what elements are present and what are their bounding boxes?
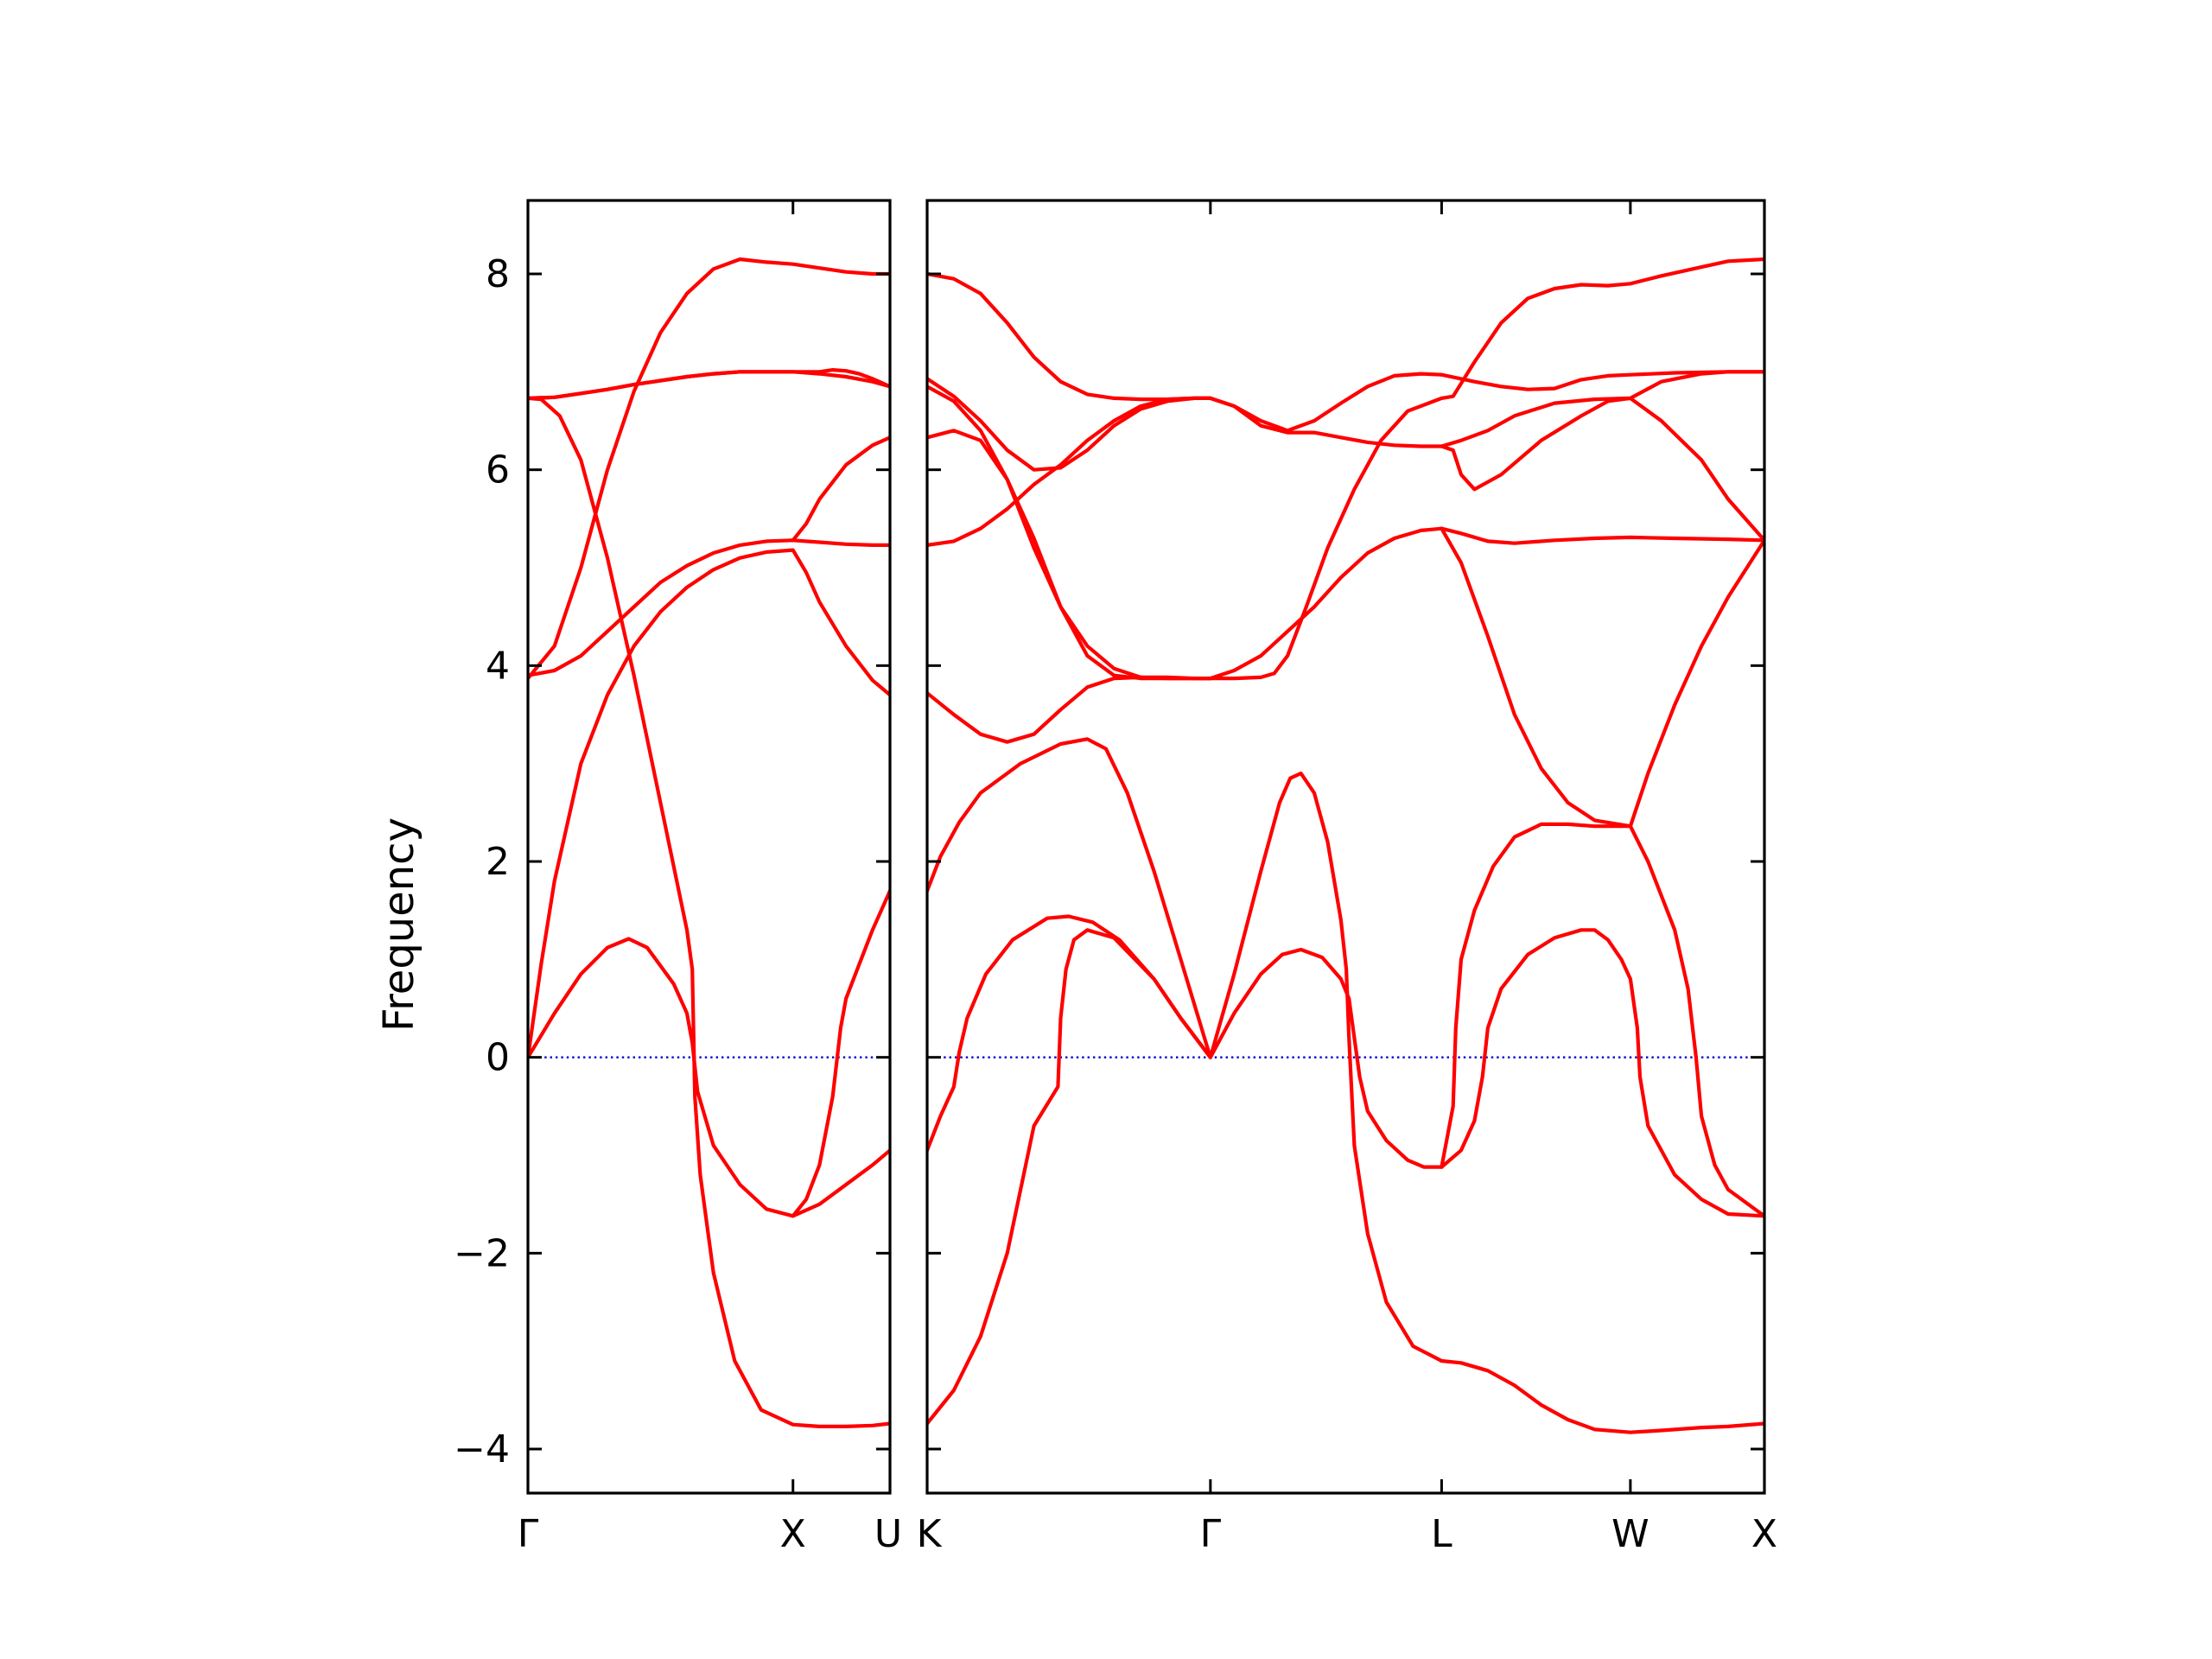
band-line bbox=[1440, 396, 1764, 543]
panel-frame bbox=[526, 199, 892, 1495]
x-tick-label: Γ bbox=[518, 1512, 539, 1556]
band-line bbox=[528, 538, 890, 677]
x-tick-label: U bbox=[874, 1512, 902, 1556]
band-line bbox=[1208, 771, 1444, 1363]
y-tick-label: 6 bbox=[486, 448, 510, 493]
y-tick-label: 2 bbox=[486, 840, 510, 884]
band-line bbox=[1440, 526, 1764, 545]
band-line bbox=[927, 928, 1212, 1426]
x-tick-label: X bbox=[780, 1512, 806, 1556]
band-line bbox=[1440, 526, 1632, 829]
x-tick-label: W bbox=[1611, 1512, 1649, 1556]
band-line bbox=[1208, 526, 1444, 681]
band-line bbox=[1208, 396, 1444, 681]
band-line bbox=[528, 368, 890, 400]
band-line bbox=[528, 396, 890, 1428]
band-line bbox=[791, 888, 890, 1218]
y-tick-label: 0 bbox=[486, 1036, 510, 1080]
band-line bbox=[1440, 1358, 1764, 1434]
band-line bbox=[1440, 822, 1632, 1169]
y-tick-label: 4 bbox=[486, 644, 510, 688]
bands bbox=[528, 257, 890, 1428]
band-line bbox=[927, 271, 1212, 402]
band-line bbox=[927, 914, 1212, 1153]
band-line bbox=[927, 737, 1212, 1059]
bands bbox=[927, 257, 1764, 1434]
x-tick-label: L bbox=[1431, 1512, 1452, 1556]
band-line bbox=[1208, 372, 1444, 433]
y-tick-label: −2 bbox=[454, 1231, 510, 1275]
band-line bbox=[1628, 538, 1764, 829]
x-tick-label: K bbox=[917, 1512, 943, 1556]
band-line bbox=[791, 435, 890, 543]
panels: Γ X U K Γ L W X −4 −2 0 2 4 6 8 bbox=[454, 199, 1777, 1556]
band-line bbox=[528, 548, 890, 1059]
panel-frame bbox=[925, 199, 1766, 1495]
x-tick-label: Γ bbox=[1200, 1512, 1222, 1556]
y-tick-label: 8 bbox=[486, 252, 510, 296]
band-line bbox=[1628, 824, 1764, 1218]
band-line bbox=[1208, 396, 1444, 448]
y-tick-label: −4 bbox=[454, 1427, 510, 1471]
band-line bbox=[528, 257, 890, 681]
y-tick-labels: −4 −2 0 2 4 6 8 bbox=[454, 252, 510, 1471]
band-line bbox=[927, 675, 1212, 744]
band-line bbox=[927, 385, 1212, 681]
x-tick-label: X bbox=[1751, 1512, 1777, 1556]
band-line bbox=[1440, 928, 1764, 1218]
band-line bbox=[927, 429, 1212, 681]
band-line bbox=[1440, 370, 1764, 391]
band-line bbox=[1440, 257, 1764, 400]
y-axis-label: Frequency bbox=[375, 817, 423, 1032]
